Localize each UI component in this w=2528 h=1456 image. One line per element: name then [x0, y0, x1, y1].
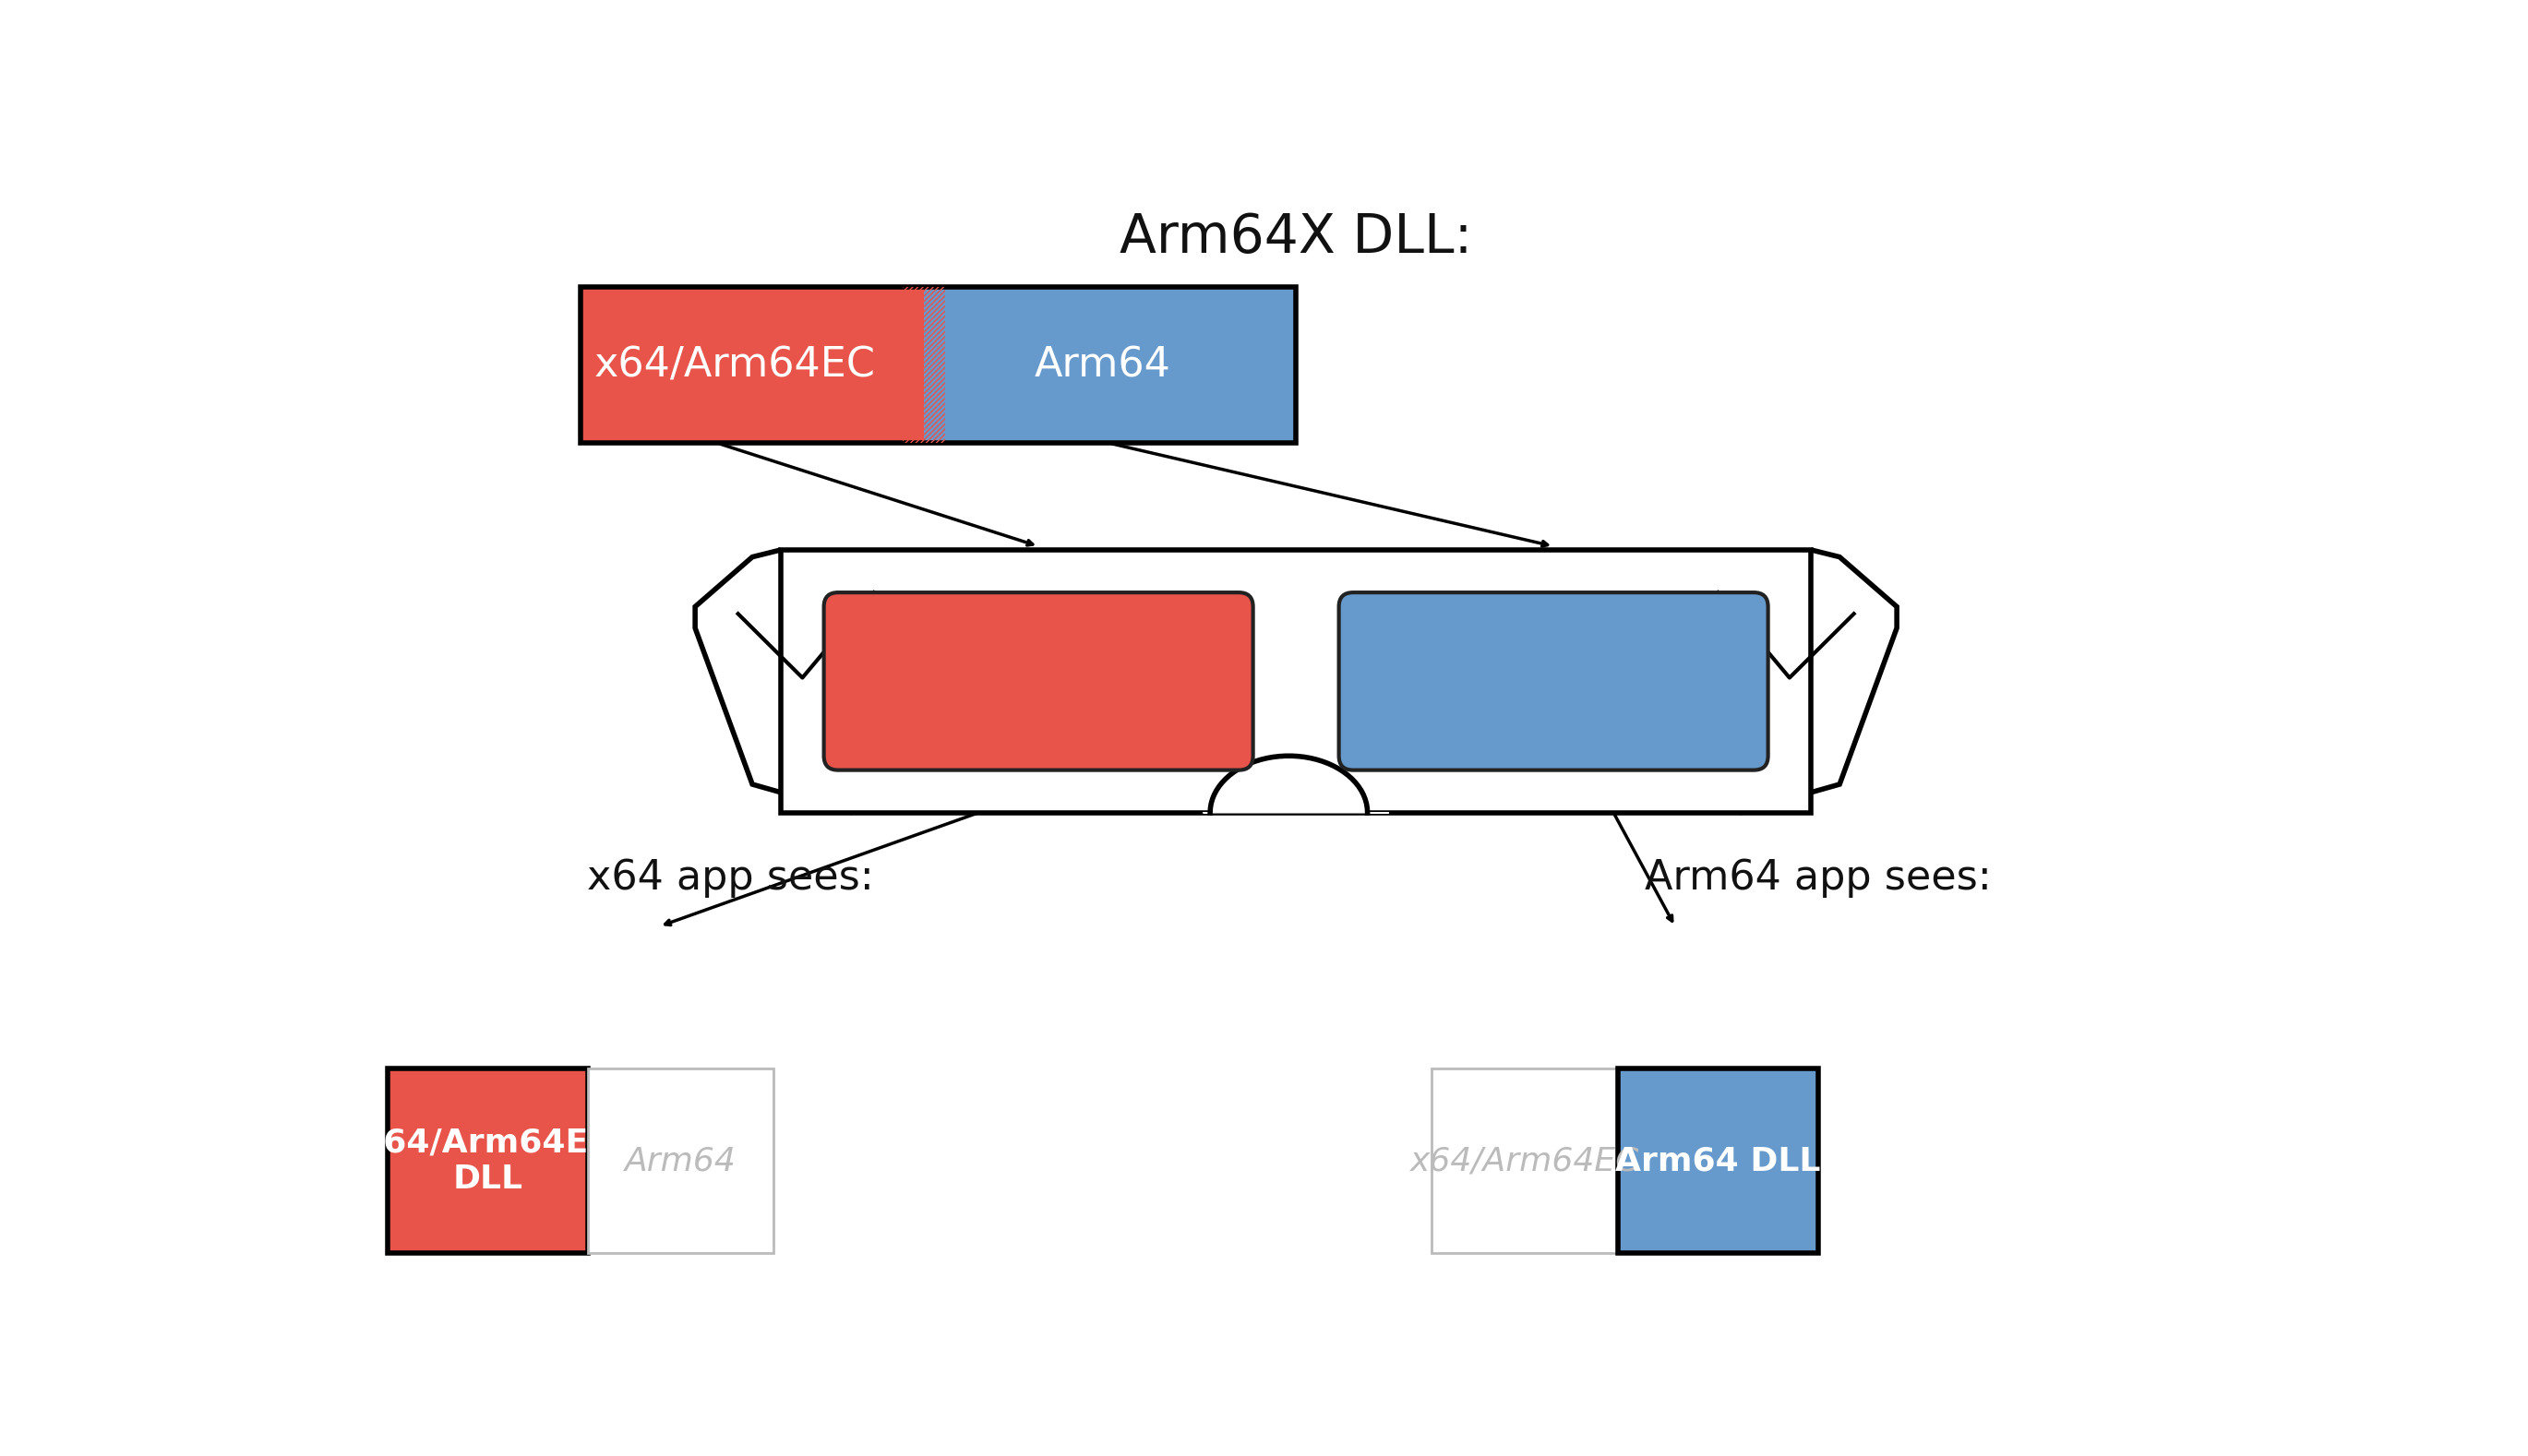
Polygon shape [1739, 550, 1896, 812]
FancyBboxPatch shape [824, 593, 1254, 770]
Text: Arm64 app sees:: Arm64 app sees: [1646, 858, 1992, 898]
Bar [781, 550, 1810, 812]
Bar [581, 287, 925, 443]
Bar [387, 1069, 589, 1254]
Bar [1618, 1069, 1818, 1254]
Bar [902, 287, 945, 443]
Text: x64/Arm64EC: x64/Arm64EC [1411, 1146, 1641, 1176]
Text: x64 app sees:: x64 app sees: [586, 858, 875, 898]
Text: Arm64: Arm64 [1034, 345, 1170, 384]
FancyBboxPatch shape [1340, 593, 1767, 770]
Bar [925, 287, 1297, 443]
Text: Arm64: Arm64 [624, 1146, 736, 1176]
Bar [581, 287, 1297, 443]
Text: x64/Arm64EC
DLL: x64/Arm64EC DLL [362, 1127, 612, 1195]
Bar [589, 1069, 774, 1254]
Text: Arm64X DLL:: Arm64X DLL: [1120, 211, 1471, 264]
Text: Arm64 DLL: Arm64 DLL [1615, 1146, 1820, 1176]
Text: x64/Arm64EC: x64/Arm64EC [594, 345, 875, 384]
Polygon shape [1203, 756, 1388, 812]
Polygon shape [695, 550, 852, 812]
Bar [1431, 1069, 1618, 1254]
